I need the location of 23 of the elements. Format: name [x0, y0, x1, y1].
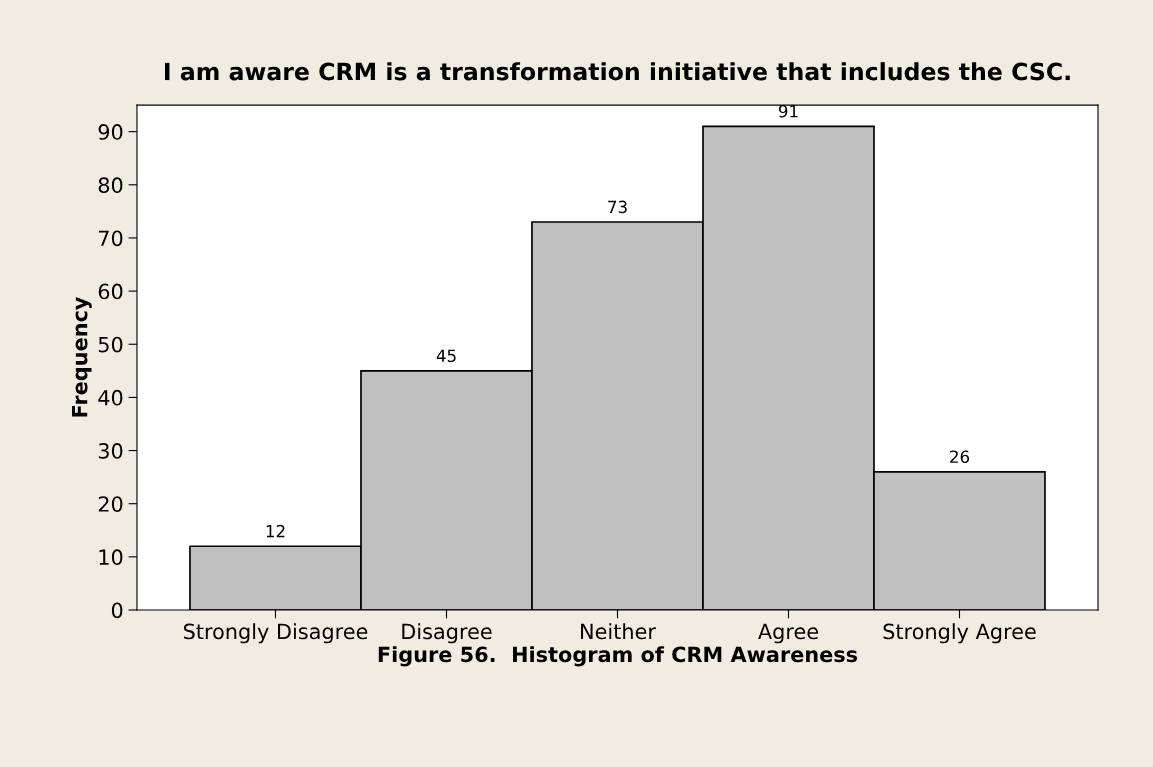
y-tick-label: 50: [98, 336, 123, 353]
data-label: 91: [778, 104, 798, 118]
x-axis-title: Figure 56. Histogram of CRM Awareness: [378, 646, 858, 667]
y-axis-title: Frequency: [72, 296, 92, 417]
data-label: 45: [436, 349, 456, 363]
y-tick-label: 40: [98, 389, 123, 406]
y-tick-label: 30: [98, 443, 123, 459]
y-tick-label: 0: [111, 602, 123, 619]
x-tick-label: Neither: [581, 623, 656, 640]
chart-title: I am aware CRM is a transformation initiative that includes the CSC.: [165, 62, 1070, 81]
y-tick-label: 20: [98, 496, 123, 512]
y-tick-label: 70: [98, 230, 123, 247]
y-tick-label: 80: [98, 177, 123, 194]
x-tick-label: Agree: [758, 623, 818, 644]
data-label: 12: [266, 524, 285, 538]
y-tick-label: 10: [99, 549, 123, 566]
y-tick-label: 90: [98, 124, 123, 140]
y-tick-label: 60: [98, 283, 123, 300]
x-tick-label: Strongly Disagree: [183, 623, 368, 644]
data-label: 73: [608, 200, 627, 214]
data-label: 26: [950, 450, 970, 464]
x-tick-label: Disagree: [402, 623, 492, 644]
x-tick-label: Strongly Agree: [883, 623, 1036, 644]
